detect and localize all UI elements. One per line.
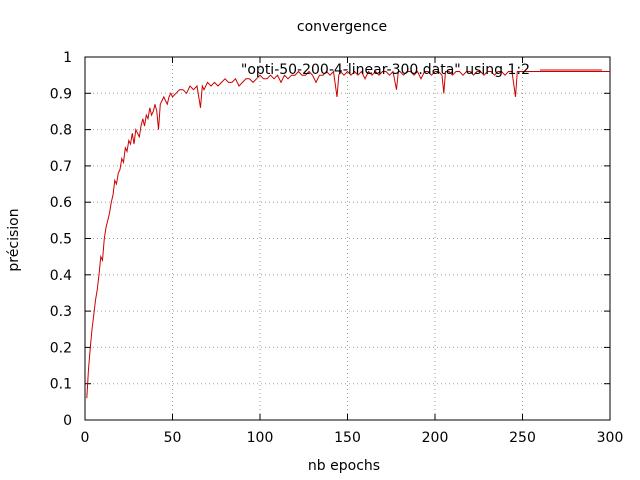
- x-tick-label: 250: [509, 430, 536, 446]
- y-tick-label: 0.7: [50, 159, 72, 175]
- x-tick-label: 200: [422, 430, 449, 446]
- y-tick-labels: 0 0.1 0.2 0.3 0.4 0.5 0.6 0.7 0.8 0.9 1: [50, 50, 72, 429]
- y-axis-label: précision: [6, 208, 22, 271]
- axis-ticks: [84, 56, 611, 421]
- y-tick-label: 0: [63, 413, 72, 429]
- y-tick-label: 0.3: [50, 304, 72, 320]
- y-tick-label: 0.2: [50, 340, 72, 356]
- y-tick-label: 0.4: [50, 268, 72, 284]
- x-tick-label: 50: [164, 430, 182, 446]
- x-tick-label: 300: [597, 430, 624, 446]
- y-tick-label: 0.6: [50, 195, 72, 211]
- y-tick-label: 0.8: [50, 123, 72, 139]
- chart-title: convergence: [297, 19, 387, 35]
- x-tick-label: 150: [334, 430, 361, 446]
- x-tick-label: 0: [81, 430, 90, 446]
- x-axis-label: nb epochs: [308, 458, 380, 474]
- series-line: [86, 70, 610, 399]
- y-tick-label: 1: [63, 50, 72, 66]
- y-tick-label: 0.9: [50, 86, 72, 102]
- y-tick-label: 0.1: [50, 377, 72, 393]
- grid: [85, 57, 610, 420]
- x-tick-labels: 0 50 100 150 200 250 300: [81, 430, 624, 446]
- x-tick-label: 100: [247, 430, 274, 446]
- y-tick-label: 0.5: [50, 232, 72, 248]
- legend-label: "opti-50-200-4-linear-300.data" using 1:…: [241, 62, 530, 78]
